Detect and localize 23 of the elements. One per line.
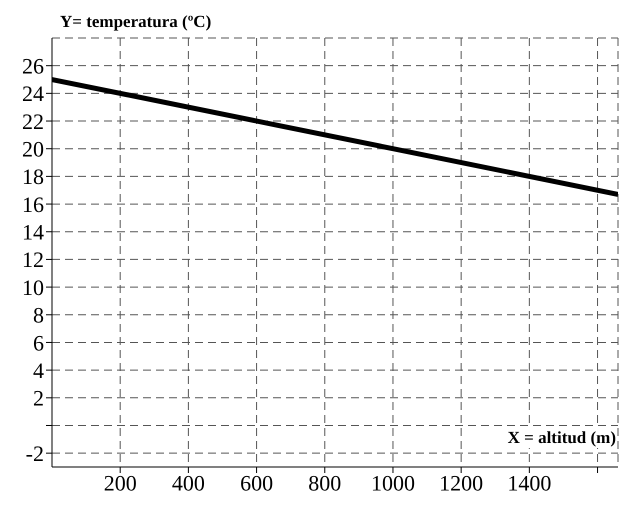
y-tick-label: 20: [22, 136, 44, 162]
x-tick-label: 1400: [507, 470, 552, 496]
y-tick-label: 16: [22, 192, 44, 217]
y-tick-label: 26: [22, 53, 44, 78]
y-tick-label: -2: [26, 440, 44, 466]
x-tick-label: 1000: [370, 470, 415, 496]
x-tick-label: 200: [104, 470, 137, 496]
y-tick-label: 14: [22, 220, 44, 245]
x-tick-label: 1200: [439, 470, 484, 496]
y-tick-label: 22: [22, 108, 44, 134]
x-tick-label: 400: [172, 470, 205, 496]
y-tick-label: 6: [33, 330, 44, 356]
x-tick-label: 600: [240, 470, 274, 496]
y-tick-label: 8: [33, 302, 44, 328]
y-tick-label: 10: [22, 274, 44, 300]
y-tick-label: 18: [22, 164, 44, 190]
x-tick-label: 800: [308, 470, 342, 496]
y-tick-label: 24: [22, 81, 44, 106]
y-tick-label: 2: [33, 386, 44, 411]
y-axis-title: Y= temperatura (ºC): [60, 12, 212, 32]
y-tick-label: 4: [33, 358, 44, 383]
x-axis-title: X = altitud (m): [508, 428, 616, 448]
y-tick-label: 12: [22, 247, 44, 272]
